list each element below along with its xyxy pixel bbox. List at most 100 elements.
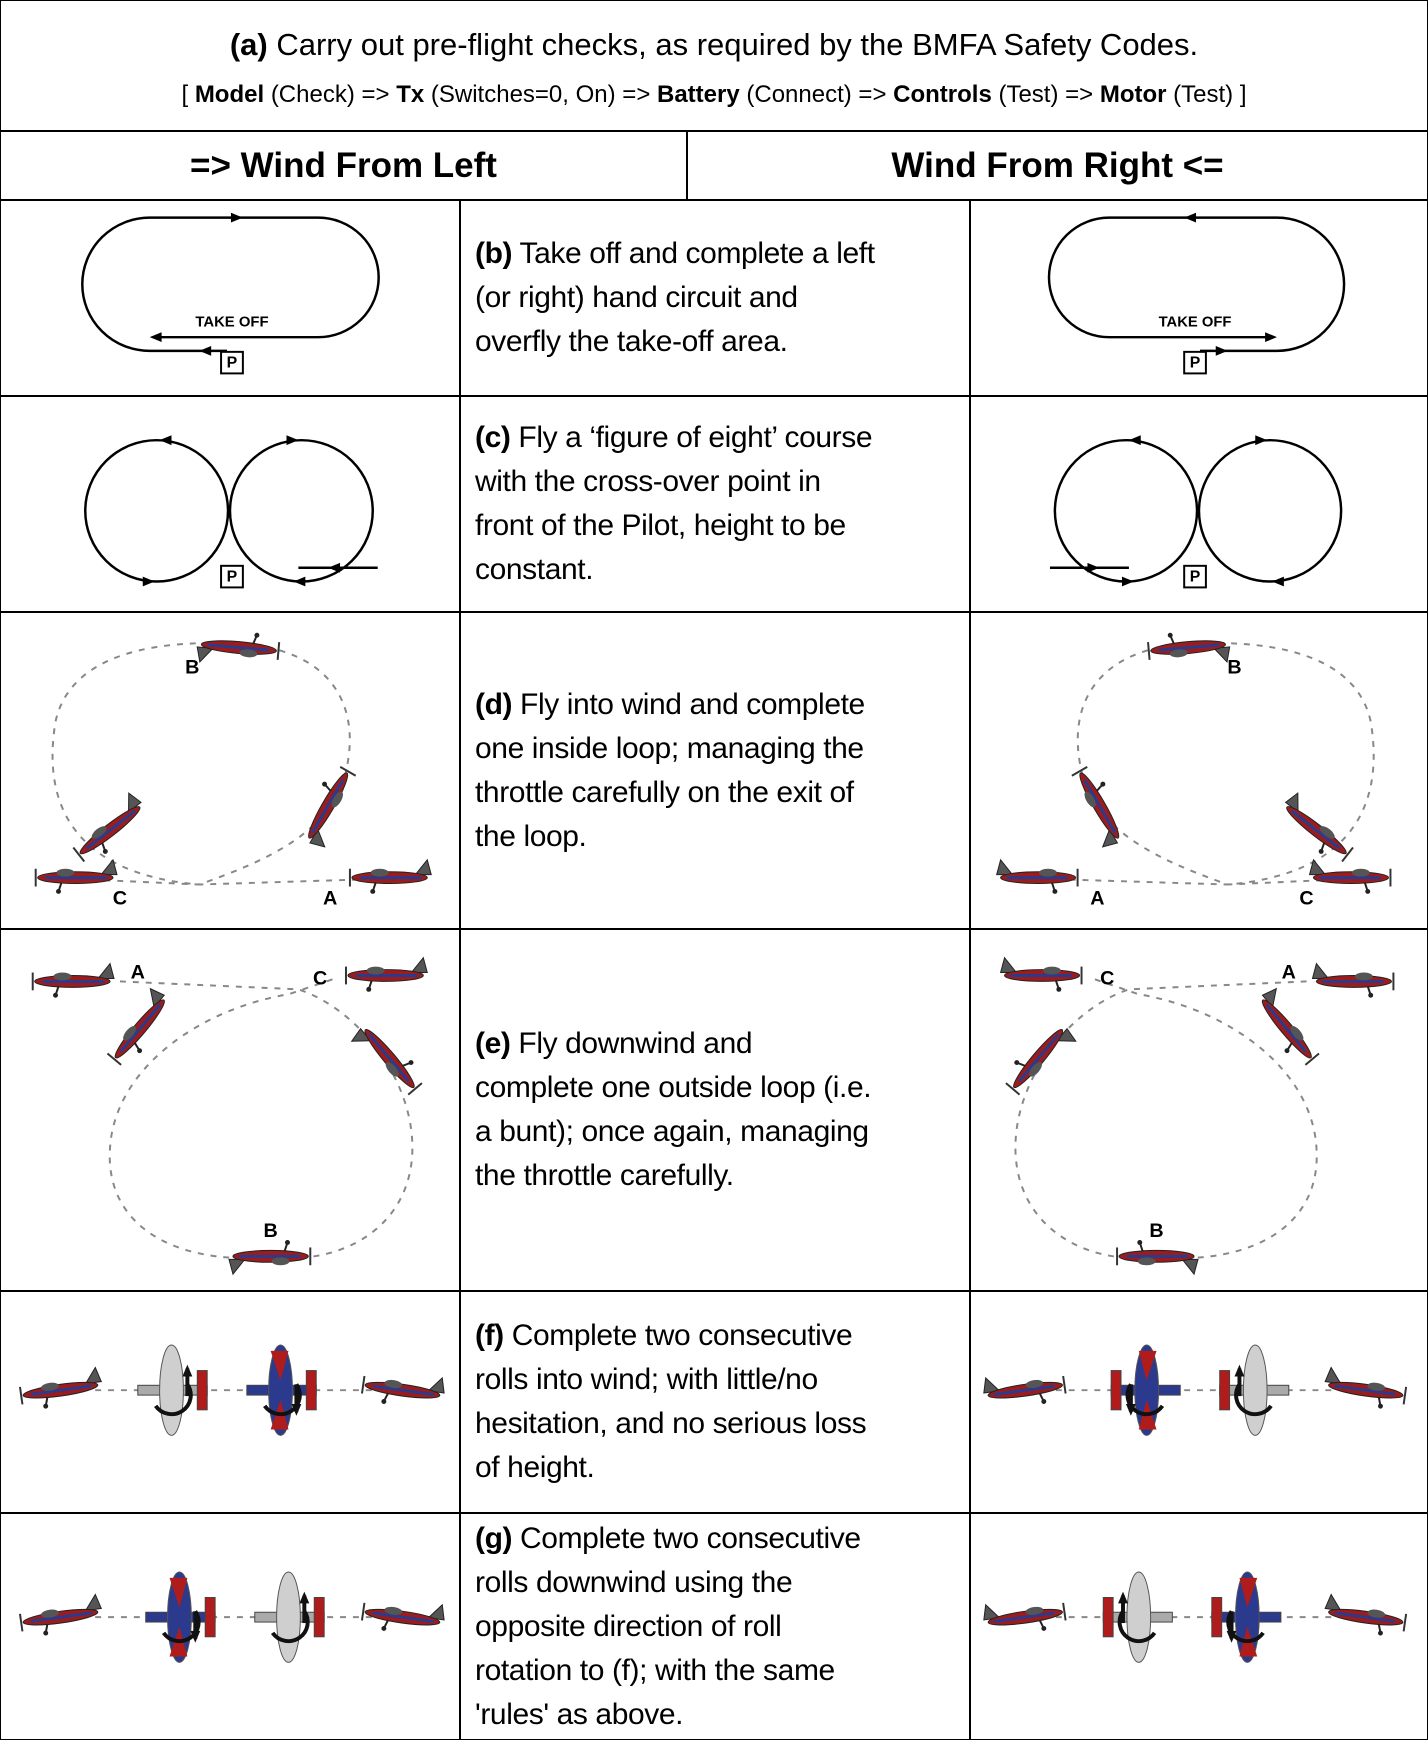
step-line: the throttle carefully.: [475, 1154, 955, 1198]
step-line: opposite direction of roll: [475, 1605, 955, 1649]
diagram: P: [1049, 435, 1343, 589]
diagram-shapes: [983, 1344, 1408, 1436]
wing-stripe: [270, 1350, 289, 1381]
step-label: (b): [475, 237, 513, 270]
column-header: => Wind From Left: [190, 145, 497, 185]
step-line: (f) Complete two consecutive: [475, 1314, 955, 1358]
wheel: [102, 848, 108, 854]
step-text: Fly a ‘figure of eight’ course: [518, 421, 873, 454]
header-text: Carry out pre-flight checks, as required…: [276, 27, 1199, 62]
step-line: (or right) hand circuit and: [475, 276, 955, 320]
canopy: [385, 1062, 399, 1077]
diagram-shapes: [84, 435, 378, 589]
wing: [1126, 1571, 1152, 1663]
tail: [305, 1370, 317, 1411]
tail: [996, 858, 1014, 876]
canopy: [384, 1379, 403, 1389]
step-text-cell: (e) Fly downwind and complete one outside…: [459, 928, 971, 1292]
step-text-cell: (f) Complete two consecutive rolls into w…: [459, 1290, 971, 1514]
step-text: Take off and complete a left: [519, 237, 876, 270]
step-text: (or right) hand circuit and: [475, 281, 798, 314]
plane-icon: [196, 632, 281, 664]
arrow-head: [1122, 576, 1134, 587]
canopy: [1367, 1609, 1386, 1618]
wheel: [1041, 1399, 1047, 1404]
rolling-plane: [254, 1571, 325, 1663]
step-line: (b) Take off and complete a left: [475, 232, 955, 276]
arrow-head: [1272, 576, 1284, 587]
diagram-label: TAKE OFF: [1159, 314, 1232, 330]
diagram-cell: TAKE OFF P: [969, 199, 1428, 397]
pilot-box: [220, 350, 244, 375]
arrow-head: [230, 212, 243, 223]
sequence-step: Controls: [893, 81, 992, 108]
arrow-head: [199, 345, 212, 356]
wheel: [43, 1403, 49, 1409]
rolling-plane: [1211, 1571, 1282, 1663]
stripe: [993, 1384, 1055, 1397]
canopy: [384, 1606, 403, 1615]
pilot-box: [220, 564, 244, 589]
diagram-cell: P: [969, 395, 1428, 613]
tail: [1219, 1370, 1231, 1411]
wheel: [1041, 1625, 1047, 1631]
wing: [159, 1344, 184, 1436]
step-text: overfly the take-off area.: [475, 325, 788, 358]
canopy: [271, 1257, 290, 1266]
plane-icon: [1284, 792, 1354, 863]
plane-icon: [350, 1027, 423, 1096]
arrow-head: [299, 1591, 310, 1604]
step-line: one inside loop; managing the: [475, 727, 955, 771]
stripe: [1334, 1611, 1396, 1623]
step-text: Fly downwind and: [518, 1027, 753, 1060]
arrow-head: [291, 1403, 302, 1416]
tail: [84, 1366, 103, 1385]
roll-arrow: [161, 1610, 201, 1644]
arrow-head: [1255, 435, 1268, 446]
canopy: [53, 972, 72, 981]
diagram-shapes: [996, 632, 1392, 894]
diagram-cell: A B C: [0, 611, 461, 930]
wheel: [408, 1060, 414, 1066]
diagram-shapes: [1049, 435, 1343, 589]
canopy: [366, 966, 385, 975]
step-line: of height.: [475, 1446, 955, 1490]
column-header: Wind From Right <=: [891, 145, 1224, 185]
tail: [414, 858, 432, 876]
diagram-shapes: [1047, 212, 1346, 375]
wheel: [1100, 781, 1106, 787]
tail: [1181, 1258, 1199, 1276]
tail: [1211, 1597, 1223, 1638]
diagram-label: B: [1149, 1220, 1163, 1242]
step-text: rolls downwind using the: [475, 1565, 793, 1599]
step-text: Complete two consecutive: [511, 1319, 853, 1352]
plane-icon: [1071, 766, 1120, 848]
roll-arrow: [1234, 1383, 1273, 1417]
plane-icon: [983, 1602, 1067, 1631]
diagram-cell: [0, 1512, 461, 1740]
canopy: [41, 1609, 59, 1618]
sequence-arrow: =>: [858, 81, 887, 108]
canopy: [1029, 1062, 1043, 1077]
diagram-label: TAKE OFF: [195, 314, 268, 330]
diagram-label: A: [1282, 962, 1296, 984]
diagram-label: A: [323, 888, 337, 910]
step-line: front of the Pilot, height to be: [475, 504, 955, 548]
step-line: (c) Fly a ‘figure of eight’ course: [475, 416, 955, 460]
arrow-head: [1118, 1591, 1128, 1604]
tail: [999, 956, 1018, 974]
arrow-head: [328, 562, 341, 573]
plane-icon: [1311, 962, 1395, 998]
step-line: with the cross-over point in: [475, 460, 955, 504]
diagram-shapes: [999, 956, 1395, 1276]
plane-icon: [308, 766, 357, 848]
diagram: [18, 1571, 445, 1663]
wheel: [56, 888, 61, 894]
arrow-head: [142, 576, 155, 587]
diagram-label: P: [1190, 355, 1201, 372]
diagram: TAKE OFF P: [1047, 212, 1346, 375]
tail: [1102, 1597, 1114, 1638]
plane-icon: [360, 1375, 445, 1404]
arrow-head: [1215, 345, 1228, 356]
plane-icon: [983, 1375, 1067, 1404]
